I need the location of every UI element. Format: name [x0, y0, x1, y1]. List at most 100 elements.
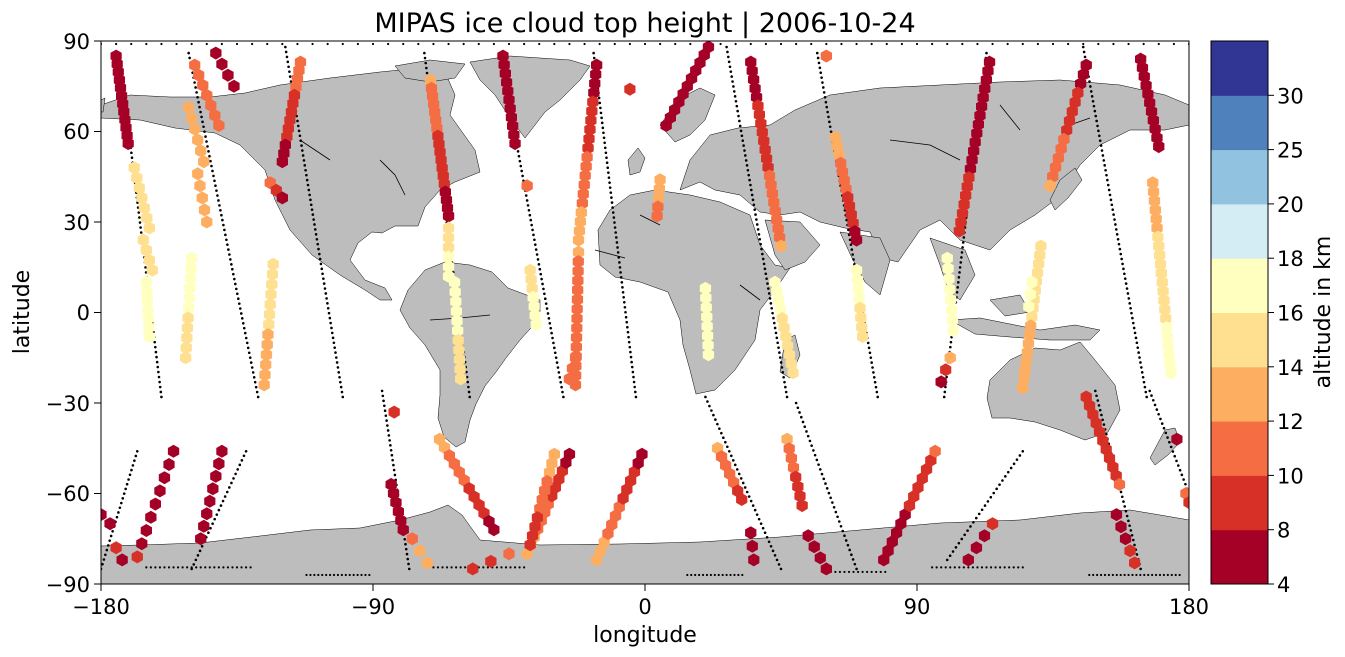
track-dot — [240, 317, 244, 320]
track-dot — [766, 282, 769, 285]
track-dot — [773, 326, 777, 330]
track-dot — [104, 553, 107, 557]
track-dot — [1089, 85, 1092, 88]
track-dot — [392, 463, 395, 467]
y-tick-label: 0 — [77, 301, 90, 325]
track-dot — [953, 566, 956, 569]
track-dot — [733, 573, 736, 577]
cloud-height-marker — [569, 351, 582, 365]
track-dot — [157, 375, 161, 379]
track-dot — [344, 573, 347, 577]
cloud-height-marker — [651, 209, 663, 223]
cloud-height-marker — [442, 240, 455, 254]
track-dot — [228, 486, 231, 489]
track-dot — [1103, 164, 1106, 167]
track-dot — [727, 60, 731, 64]
track-dot — [618, 261, 621, 264]
track-dot — [553, 351, 557, 355]
track-dot — [832, 505, 836, 509]
track-dot — [1125, 514, 1129, 518]
cloud-height-marker — [912, 481, 924, 494]
track-dot — [436, 566, 440, 569]
cloud-height-marker — [142, 303, 154, 316]
track-dot — [1090, 95, 1094, 98]
track-dot — [130, 468, 133, 472]
track-dot — [1119, 252, 1123, 256]
land-south-america — [399, 261, 541, 448]
cloud-height-marker — [509, 137, 521, 151]
track-dot — [159, 390, 163, 394]
track-dot — [535, 253, 539, 256]
track-dot — [130, 156, 134, 160]
track-dot — [712, 413, 715, 417]
cloud-height-marker — [195, 144, 207, 158]
track-dot — [432, 566, 435, 569]
track-dot — [931, 566, 934, 569]
cloud-height-marker — [1183, 496, 1189, 510]
track-dot — [686, 573, 689, 577]
track-dot — [759, 522, 763, 525]
cloud-height-marker — [163, 458, 175, 471]
track-dot — [554, 356, 558, 359]
track-dot — [115, 42, 118, 46]
track-dot — [985, 51, 988, 55]
track-dot — [1119, 490, 1123, 494]
track-dot — [555, 361, 559, 364]
track-dot — [1106, 183, 1110, 187]
track-dot — [999, 566, 1002, 569]
track-dot — [632, 375, 635, 379]
track-dot — [1139, 567, 1142, 571]
track-dot — [224, 233, 227, 237]
track-dot — [237, 302, 241, 305]
track-dot — [221, 499, 225, 503]
track-dot — [404, 547, 408, 551]
track-dot — [122, 492, 126, 495]
track-dot — [190, 566, 193, 569]
track-dot — [383, 404, 386, 408]
track-dot — [778, 356, 782, 359]
track-dot — [102, 558, 106, 561]
track-dot — [810, 444, 813, 447]
track-dot — [383, 409, 387, 413]
track-dot — [216, 194, 219, 197]
track-dot — [197, 100, 200, 104]
cloud-height-marker — [701, 310, 713, 324]
track-dot — [1176, 464, 1180, 467]
track-dot — [852, 258, 855, 261]
track-dot — [423, 56, 427, 60]
track-dot — [704, 395, 707, 399]
cloud-height-marker — [591, 58, 603, 72]
cloud-height-marker — [796, 499, 808, 513]
track-dot — [246, 346, 250, 350]
track-dot — [741, 481, 745, 485]
cloud-height-marker — [265, 287, 277, 301]
cloud-height-marker — [260, 358, 272, 372]
cloud-height-marker — [1154, 248, 1166, 262]
track-dot — [327, 311, 331, 315]
track-dot — [743, 149, 746, 152]
track-dot — [301, 149, 304, 152]
cloud-height-marker — [916, 471, 928, 485]
track-dot — [288, 75, 292, 78]
track-dot — [960, 537, 964, 541]
track-dot — [338, 375, 341, 379]
track-dot — [231, 566, 234, 569]
track-dot — [331, 336, 335, 340]
cloud-height-marker — [745, 526, 757, 540]
colorbar-tick-label: 10 — [1277, 464, 1304, 488]
track-dot — [556, 366, 560, 369]
track-dot — [1094, 114, 1098, 118]
cloud-height-marker — [986, 517, 999, 531]
track-dot — [1143, 385, 1147, 389]
track-dot — [963, 533, 966, 537]
cloud-height-marker — [808, 540, 820, 554]
cloud-height-markers — [101, 41, 1189, 576]
track-dot — [606, 166, 610, 169]
track-dot — [846, 543, 850, 547]
track-dot — [1164, 431, 1168, 435]
track-dot — [756, 228, 760, 231]
track-dot — [299, 139, 303, 142]
track-dot — [232, 272, 235, 276]
track-dot — [553, 42, 556, 46]
